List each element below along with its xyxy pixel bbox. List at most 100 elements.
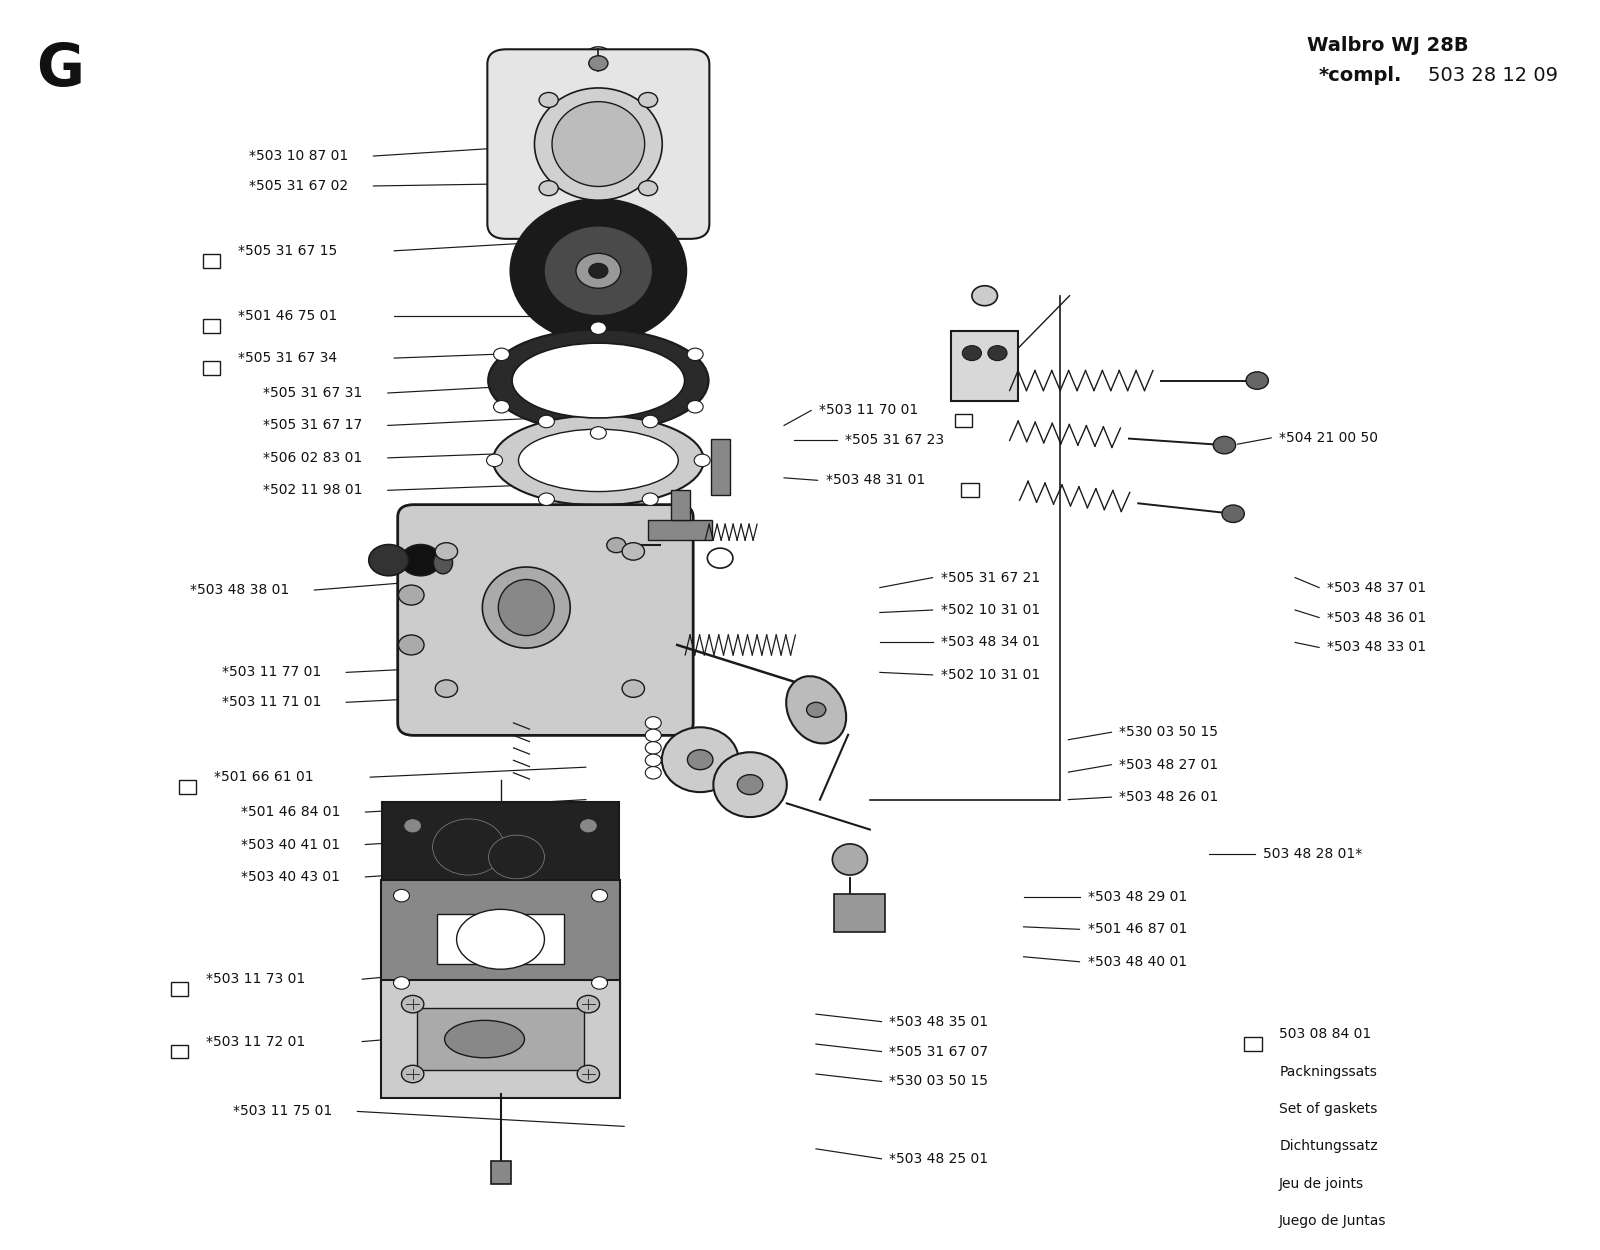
Circle shape bbox=[499, 177, 525, 198]
Circle shape bbox=[707, 549, 733, 569]
Ellipse shape bbox=[544, 226, 653, 316]
Text: *503 11 71 01: *503 11 71 01 bbox=[222, 695, 322, 709]
Circle shape bbox=[590, 426, 606, 439]
Text: *504 21 00 50: *504 21 00 50 bbox=[1278, 431, 1378, 445]
Circle shape bbox=[486, 454, 502, 466]
Circle shape bbox=[622, 680, 645, 698]
Ellipse shape bbox=[445, 1020, 525, 1058]
Circle shape bbox=[645, 741, 661, 754]
Text: *503 11 72 01: *503 11 72 01 bbox=[206, 1035, 306, 1049]
Circle shape bbox=[642, 415, 658, 428]
Text: *505 31 67 31: *505 31 67 31 bbox=[264, 386, 363, 400]
Circle shape bbox=[589, 56, 608, 71]
Bar bbox=[418, 1008, 584, 1070]
Text: *503 10 87 01: *503 10 87 01 bbox=[250, 149, 349, 162]
Circle shape bbox=[539, 415, 555, 428]
Circle shape bbox=[539, 181, 558, 196]
Ellipse shape bbox=[498, 580, 554, 635]
Bar bbox=[402, 535, 440, 585]
Ellipse shape bbox=[368, 545, 408, 576]
Text: *505 31 67 34: *505 31 67 34 bbox=[238, 351, 338, 365]
Circle shape bbox=[642, 492, 658, 505]
Text: *503 48 33 01: *503 48 33 01 bbox=[1326, 640, 1426, 655]
Circle shape bbox=[738, 775, 763, 795]
Circle shape bbox=[606, 538, 626, 552]
Circle shape bbox=[694, 454, 710, 466]
Text: *501 46 84 01: *501 46 84 01 bbox=[242, 805, 341, 819]
Text: *505 31 67 23: *505 31 67 23 bbox=[845, 434, 944, 447]
Circle shape bbox=[590, 322, 606, 335]
Circle shape bbox=[622, 542, 645, 560]
Text: *503 48 38 01: *503 48 38 01 bbox=[190, 582, 290, 598]
Circle shape bbox=[493, 348, 509, 360]
Circle shape bbox=[645, 729, 661, 741]
Ellipse shape bbox=[432, 819, 504, 875]
FancyBboxPatch shape bbox=[398, 505, 693, 735]
Circle shape bbox=[581, 820, 597, 832]
Circle shape bbox=[971, 286, 997, 306]
Circle shape bbox=[645, 716, 661, 729]
Text: *505 31 67 15: *505 31 67 15 bbox=[238, 244, 338, 258]
Circle shape bbox=[686, 400, 702, 412]
Ellipse shape bbox=[400, 545, 440, 576]
Ellipse shape bbox=[488, 835, 544, 879]
Bar bbox=[834, 895, 885, 931]
Circle shape bbox=[1213, 436, 1235, 454]
FancyBboxPatch shape bbox=[381, 880, 621, 999]
Bar bbox=[171, 1045, 189, 1059]
Circle shape bbox=[402, 1065, 424, 1082]
Bar bbox=[710, 439, 730, 495]
Circle shape bbox=[638, 181, 658, 196]
Circle shape bbox=[987, 345, 1006, 360]
Ellipse shape bbox=[786, 676, 846, 744]
Text: *503 48 34 01: *503 48 34 01 bbox=[941, 635, 1040, 650]
Ellipse shape bbox=[493, 415, 704, 505]
Circle shape bbox=[394, 890, 410, 902]
Text: *503 48 26 01: *503 48 26 01 bbox=[1120, 790, 1219, 804]
Circle shape bbox=[394, 976, 410, 989]
FancyBboxPatch shape bbox=[488, 49, 709, 239]
Bar bbox=[648, 520, 712, 540]
Circle shape bbox=[672, 90, 698, 110]
Ellipse shape bbox=[518, 429, 678, 491]
Text: *503 40 41 01: *503 40 41 01 bbox=[242, 838, 341, 851]
Ellipse shape bbox=[456, 909, 544, 969]
Text: *530 03 50 15: *530 03 50 15 bbox=[1120, 725, 1219, 739]
Text: *505 31 67 02: *505 31 67 02 bbox=[250, 179, 349, 192]
Text: *503 48 40 01: *503 48 40 01 bbox=[1088, 955, 1187, 969]
Text: *506 02 83 01: *506 02 83 01 bbox=[264, 451, 363, 465]
Circle shape bbox=[398, 635, 424, 655]
Text: *505 31 67 17: *505 31 67 17 bbox=[264, 419, 363, 432]
Bar bbox=[955, 414, 973, 428]
Bar bbox=[171, 982, 189, 996]
Text: 503 08 84 01: 503 08 84 01 bbox=[1278, 1028, 1371, 1041]
Circle shape bbox=[578, 995, 600, 1012]
Circle shape bbox=[539, 92, 558, 108]
Text: *503 40 43 01: *503 40 43 01 bbox=[242, 870, 339, 884]
Ellipse shape bbox=[512, 344, 685, 418]
Text: *502 10 31 01: *502 10 31 01 bbox=[941, 668, 1040, 682]
Text: Juego de Juntas: Juego de Juntas bbox=[1278, 1214, 1387, 1229]
Text: Walbro WJ 28B: Walbro WJ 28B bbox=[1307, 36, 1469, 55]
Text: *503 48 35 01: *503 48 35 01 bbox=[890, 1015, 989, 1029]
Text: *503 11 77 01: *503 11 77 01 bbox=[222, 665, 322, 680]
Bar bbox=[203, 254, 221, 268]
Ellipse shape bbox=[434, 551, 453, 574]
Circle shape bbox=[962, 345, 981, 360]
Circle shape bbox=[405, 906, 421, 919]
Bar bbox=[962, 484, 979, 498]
Circle shape bbox=[645, 754, 661, 766]
Circle shape bbox=[1222, 505, 1245, 522]
Circle shape bbox=[592, 890, 608, 902]
Circle shape bbox=[398, 585, 424, 605]
Ellipse shape bbox=[552, 101, 645, 186]
Text: Set of gaskets: Set of gaskets bbox=[1278, 1102, 1378, 1116]
Ellipse shape bbox=[488, 330, 709, 431]
Text: *505 31 67 21: *505 31 67 21 bbox=[941, 570, 1040, 585]
Text: 503 48 28 01*: 503 48 28 01* bbox=[1262, 848, 1363, 861]
Text: Packningssats: Packningssats bbox=[1278, 1065, 1378, 1079]
Bar bbox=[670, 490, 690, 520]
Text: *503 48 27 01: *503 48 27 01 bbox=[1120, 758, 1219, 771]
Bar bbox=[437, 914, 565, 964]
Text: *503 48 37 01: *503 48 37 01 bbox=[1326, 580, 1426, 595]
